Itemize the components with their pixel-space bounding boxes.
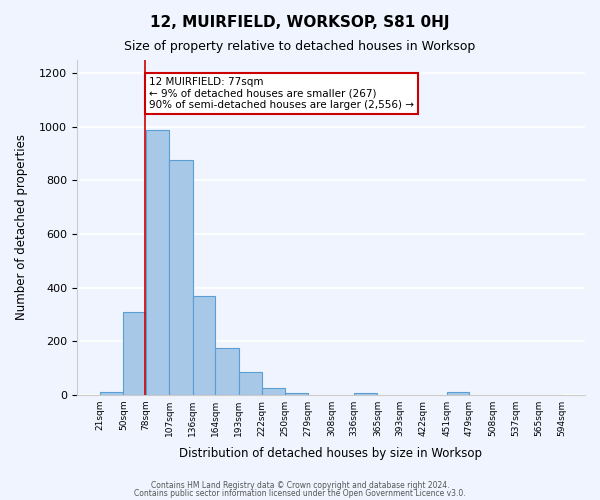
- Bar: [193, 296, 215, 394]
- Text: Size of property relative to detached houses in Worksop: Size of property relative to detached ho…: [124, 40, 476, 53]
- Bar: [169, 160, 193, 394]
- Text: 12 MUIRFIELD: 77sqm
← 9% of detached houses are smaller (267)
90% of semi-detach: 12 MUIRFIELD: 77sqm ← 9% of detached hou…: [149, 76, 414, 110]
- Bar: [239, 372, 262, 394]
- X-axis label: Distribution of detached houses by size in Worksop: Distribution of detached houses by size …: [179, 447, 482, 460]
- Bar: [146, 130, 169, 394]
- Bar: [100, 392, 124, 394]
- Bar: [262, 388, 284, 394]
- Text: 12, MUIRFIELD, WORKSOP, S81 0HJ: 12, MUIRFIELD, WORKSOP, S81 0HJ: [150, 15, 450, 30]
- Bar: [446, 392, 469, 394]
- Bar: [124, 312, 146, 394]
- Bar: [215, 348, 239, 395]
- Y-axis label: Number of detached properties: Number of detached properties: [15, 134, 28, 320]
- Text: Contains public sector information licensed under the Open Government Licence v3: Contains public sector information licen…: [134, 488, 466, 498]
- Text: Contains HM Land Registry data © Crown copyright and database right 2024.: Contains HM Land Registry data © Crown c…: [151, 481, 449, 490]
